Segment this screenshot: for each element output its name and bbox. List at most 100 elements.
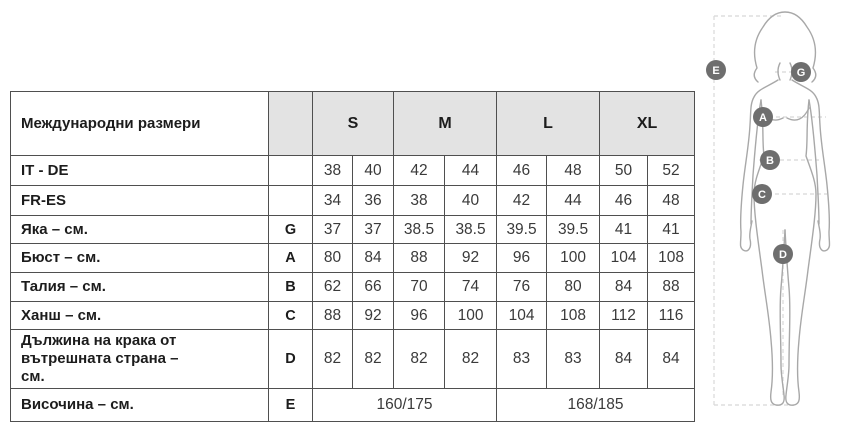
row-label: Ханш – см.	[10, 301, 269, 330]
value-cell: 84	[599, 272, 649, 302]
value-cell: 46	[496, 155, 548, 186]
value-cell: 108	[647, 243, 696, 273]
letter-cell: D	[268, 329, 313, 389]
value-cell: 108	[546, 301, 601, 330]
marker-a-label: A	[759, 112, 767, 124]
value-cell: 39.5	[546, 215, 601, 244]
value-cell: 83	[496, 329, 548, 389]
value-cell: 40	[351, 155, 395, 186]
letter-cell	[268, 185, 313, 216]
value-cell: 62	[312, 272, 353, 302]
header-row: Международни размери S M L XL	[10, 91, 696, 156]
value-cell: 44	[444, 155, 498, 186]
left-torso-leg-outline	[753, 99, 786, 406]
value-cell: 36	[351, 185, 395, 216]
marker-b-circle	[760, 150, 780, 170]
table-title: Международни размери	[10, 91, 269, 156]
female-silhouette-diagram: E G A B C D	[706, 11, 831, 406]
value-cell: 88	[393, 243, 446, 273]
marker-c-label: C	[758, 189, 766, 201]
neck-left-line	[777, 62, 781, 81]
value-cell: 84	[351, 243, 395, 273]
value-cell: 42	[393, 155, 446, 186]
table-row-height: Височина – см. E 160/175 168/185	[10, 388, 696, 422]
value-cell: 37	[351, 215, 395, 244]
value-cell: 82	[393, 329, 446, 389]
letter-cell	[268, 155, 313, 186]
row-label: Височина – см.	[10, 388, 269, 422]
value-cell-merged: 160/175	[311, 388, 498, 422]
marker-b-label: B	[766, 155, 774, 167]
right-inner-arm-line	[808, 99, 820, 225]
letter-cell: B	[268, 272, 313, 302]
table-row-it-de: IT - DE 38 40 42 44 46 48 50 52	[10, 155, 696, 186]
value-cell: 42	[496, 185, 548, 216]
value-cell: 52	[647, 155, 696, 186]
marker-g-circle	[791, 62, 811, 82]
row-label: Дължина на крака от вътрешната страна – …	[10, 329, 269, 389]
row-label: Талия – см.	[10, 272, 269, 302]
marker-g-label: G	[797, 67, 806, 79]
letter-column-header	[268, 91, 313, 156]
value-cell: 44	[546, 185, 601, 216]
value-cell: 70	[393, 272, 446, 302]
letter-cell: E	[268, 388, 313, 422]
value-cell: 104	[496, 301, 548, 330]
value-cell: 92	[444, 243, 498, 273]
table-row-fr-es: FR-ES 34 36 38 40 42 44 46 48	[10, 185, 696, 216]
value-cell: 34	[312, 185, 353, 216]
letter-cell: G	[268, 215, 313, 244]
value-cell: 84	[647, 329, 696, 389]
row-label: FR-ES	[10, 185, 269, 216]
size-header-l: L	[496, 91, 601, 156]
value-cell: 104	[599, 243, 649, 273]
value-cell: 50	[599, 155, 649, 186]
left-arm-outline	[739, 79, 779, 252]
size-header-s: S	[311, 91, 395, 156]
value-cell: 82	[351, 329, 395, 389]
value-cell: 37	[312, 215, 353, 244]
value-cell: 76	[496, 272, 548, 302]
right-bust-curve	[786, 107, 810, 121]
value-cell: 82	[312, 329, 353, 389]
value-cell: 112	[599, 301, 649, 330]
hair-outline	[753, 11, 817, 83]
body-outline	[739, 11, 831, 406]
table-row-waist: Талия – см. B 62 66 70 74 76 80 84 88	[10, 272, 696, 302]
row-label: IT - DE	[10, 155, 269, 186]
size-header-m: M	[393, 91, 498, 156]
marker-e-circle	[706, 60, 726, 80]
right-torso-leg-outline	[784, 99, 817, 406]
value-cell: 100	[444, 301, 498, 330]
table-row-inner-leg: Дължина на крака от вътрешната страна – …	[10, 329, 696, 389]
value-cell: 66	[351, 272, 395, 302]
value-cell: 80	[546, 272, 601, 302]
marker-e-label: E	[712, 65, 719, 77]
row-label: Яка – см.	[10, 215, 269, 244]
value-cell: 41	[599, 215, 649, 244]
value-cell: 38	[393, 185, 446, 216]
marker-d-circle	[773, 244, 793, 264]
value-cell: 88	[647, 272, 696, 302]
value-cell: 38	[312, 155, 353, 186]
letter-cell: C	[268, 301, 313, 330]
value-cell-merged: 168/185	[496, 388, 696, 422]
table-row-hips: Ханш – см. C 88 92 96 100 104 108 112 11…	[10, 301, 696, 330]
value-cell: 96	[496, 243, 548, 273]
value-cell: 40	[444, 185, 498, 216]
table-row-collar: Яка – см. G 37 37 38.5 38.5 39.5 39.5 41…	[10, 215, 696, 244]
size-header-xl: XL	[599, 91, 696, 156]
value-cell: 80	[312, 243, 353, 273]
right-arm-outline	[791, 79, 831, 252]
marker-c-circle	[752, 184, 772, 204]
value-cell: 116	[647, 301, 696, 330]
measurement-markers: E G A B C D	[706, 60, 811, 264]
body-measurement-figure: E G A B C D	[695, 0, 847, 416]
row-label: Бюст – см.	[10, 243, 269, 273]
value-cell: 46	[599, 185, 649, 216]
value-cell: 88	[312, 301, 353, 330]
marker-d-label: D	[779, 249, 787, 261]
value-cell: 84	[599, 329, 649, 389]
value-cell: 48	[546, 155, 601, 186]
marker-a-circle	[753, 107, 773, 127]
